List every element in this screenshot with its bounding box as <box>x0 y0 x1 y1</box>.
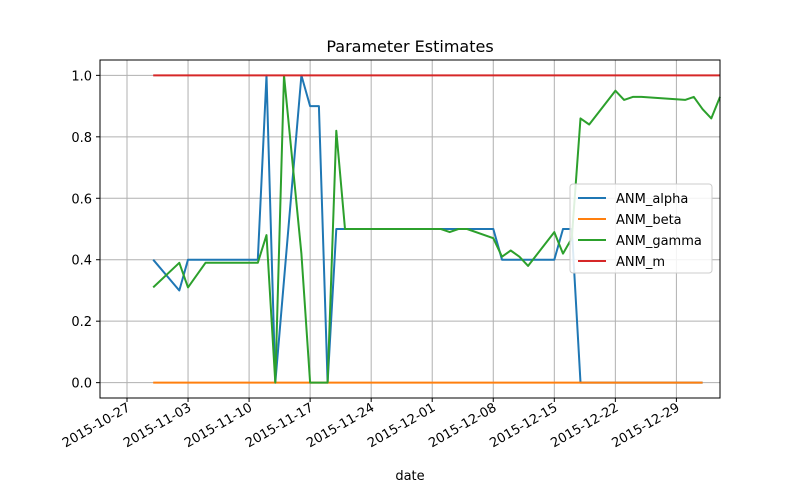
x-tick-label: 2015-10-27 <box>60 400 133 451</box>
y-tick-label: 0.0 <box>71 377 92 392</box>
legend-box <box>569 183 713 274</box>
y-tick-label: 0.4 <box>71 254 92 269</box>
x-tick-label: 2015-12-01 <box>365 400 438 451</box>
x-tick-label: 2015-11-24 <box>304 400 377 451</box>
chart-title: Parameter Estimates <box>326 37 493 56</box>
x-tick-label: 2015-11-03 <box>121 400 194 451</box>
x-tick-label: 2015-12-22 <box>548 400 621 451</box>
x-tick-label: 2015-12-29 <box>609 400 682 451</box>
series-lines <box>152 74 721 384</box>
legend-label: ANM_beta <box>616 213 682 228</box>
y-tick-label: 0.6 <box>71 192 92 207</box>
x-tick-label: 2015-11-10 <box>182 400 255 451</box>
legend-label: ANM_m <box>616 255 665 270</box>
series-line-anm-gamma <box>152 74 721 384</box>
x-axis-label: date <box>395 469 424 484</box>
legend-label: ANM_gamma <box>616 234 702 249</box>
legend: ANM_alpha ANM_beta ANM_gamma ANM_m <box>569 183 713 274</box>
legend-label: ANM_alpha <box>616 192 688 207</box>
y-tick-label: 0.2 <box>71 315 92 330</box>
y-tick-label: 1.0 <box>71 69 92 84</box>
y-tick-label: 0.8 <box>71 131 92 146</box>
x-tick-label: 2015-12-15 <box>487 400 560 451</box>
plot-frame <box>99 59 721 399</box>
x-tick-label: 2015-11-17 <box>243 400 316 451</box>
x-tick-label: 2015-12-08 <box>426 400 499 451</box>
